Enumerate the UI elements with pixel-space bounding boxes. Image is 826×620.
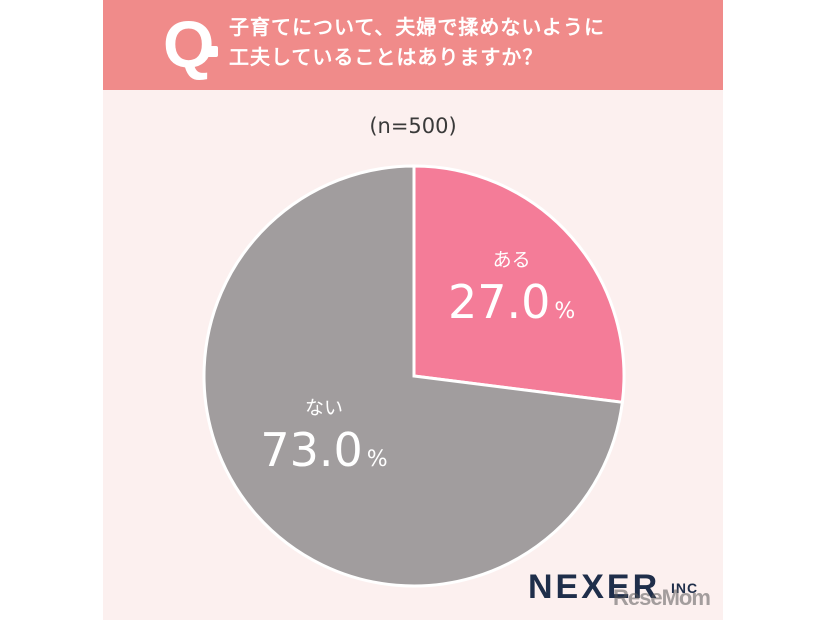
slice-percent-label: 73.0% <box>260 423 387 477</box>
pie-chart: ある 27.0 % ない 73.0% <box>202 164 626 588</box>
chart-card: Q 子育てについて、夫婦で揉めないように 工夫していることはありますか？ (n=… <box>103 0 723 620</box>
q-mark: Q <box>163 7 215 81</box>
question-line-2: 工夫していることはありますか？ <box>229 45 544 69</box>
question-text: 子育てについて、夫婦で揉めないように 工夫していることはありますか？ <box>229 12 605 72</box>
slice-percent-label: 27.0% <box>448 275 575 329</box>
slice-category-label: ある <box>493 249 531 271</box>
brand-suffix: INC <box>671 580 699 596</box>
pie-slice-1 <box>412 164 626 404</box>
watermark: ReseMom <box>613 585 711 610</box>
brand-logo: NEXER <box>528 568 661 606</box>
question-line-1: 子育てについて、夫婦で揉めないように <box>229 15 605 39</box>
sample-size-label: (n=500) <box>369 114 457 138</box>
q-dot-icon <box>207 46 218 57</box>
slice-category-label: ない <box>305 397 343 419</box>
pie-slice-2 <box>202 164 625 588</box>
question-header: Q 子育てについて、夫婦で揉めないように 工夫していることはありますか？ <box>103 0 723 90</box>
pie-slices <box>202 164 626 588</box>
pie-labels: ある 27.0 % ない 73.0% <box>260 249 575 477</box>
